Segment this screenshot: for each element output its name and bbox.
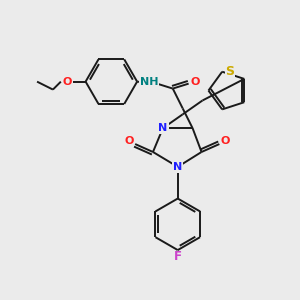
Text: N: N [158, 123, 167, 133]
Text: F: F [174, 250, 182, 263]
Text: NH: NH [140, 76, 158, 87]
Text: S: S [226, 65, 235, 78]
Text: O: O [191, 76, 200, 87]
Text: O: O [220, 136, 230, 146]
Text: N: N [173, 162, 182, 172]
Text: O: O [124, 136, 134, 146]
Text: O: O [62, 76, 71, 87]
